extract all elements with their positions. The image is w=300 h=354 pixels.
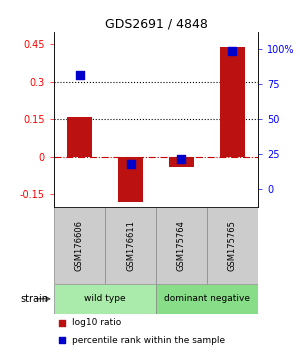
Text: wild type: wild type <box>84 294 126 303</box>
Text: GSM175765: GSM175765 <box>228 220 237 271</box>
Text: percentile rank within the sample: percentile rank within the sample <box>72 336 226 345</box>
Point <box>60 337 64 343</box>
Title: GDS2691 / 4848: GDS2691 / 4848 <box>105 18 207 31</box>
Bar <box>54 284 156 314</box>
Bar <box>54 207 105 284</box>
Text: GSM176606: GSM176606 <box>75 220 84 271</box>
Bar <box>118 157 143 202</box>
Bar <box>105 207 156 284</box>
Bar <box>207 207 258 284</box>
Point <box>60 320 64 326</box>
Point <box>230 48 235 53</box>
Text: dominant negative: dominant negative <box>164 294 250 303</box>
Bar <box>67 117 92 157</box>
Text: GSM175764: GSM175764 <box>177 220 186 271</box>
Bar <box>169 157 194 167</box>
Bar <box>156 207 207 284</box>
Point <box>179 156 184 161</box>
Point <box>128 161 133 167</box>
Text: GSM176611: GSM176611 <box>126 220 135 271</box>
Text: log10 ratio: log10 ratio <box>72 318 122 327</box>
Point <box>77 72 82 78</box>
Bar <box>156 284 258 314</box>
Text: strain: strain <box>20 294 48 304</box>
Bar <box>220 47 245 157</box>
